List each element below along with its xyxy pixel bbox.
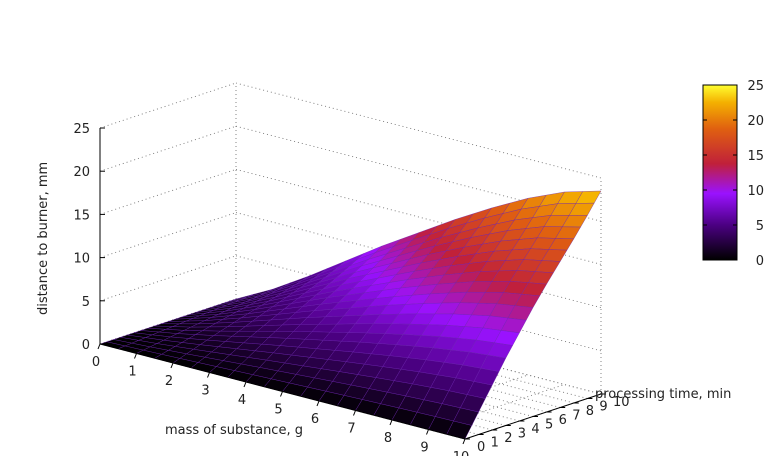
x-tick-label: 9 bbox=[420, 441, 428, 456]
x-tick bbox=[462, 438, 466, 445]
x-tick bbox=[170, 362, 174, 369]
x-tick bbox=[134, 353, 137, 359]
wall-gridline bbox=[99, 125, 237, 172]
wall-gridline bbox=[99, 212, 237, 259]
x-axis-label: mass of substance, g bbox=[165, 423, 303, 438]
wall-gridline bbox=[235, 168, 602, 265]
y-tick-label: 1 bbox=[491, 436, 499, 451]
colorbar: 0 5 10 15 20 25 bbox=[702, 79, 764, 269]
colorbar-tick-label: 25 bbox=[747, 79, 764, 94]
colorbar-tick-label: 10 bbox=[747, 184, 764, 199]
y-tick-label: 10 bbox=[613, 395, 630, 410]
wall-gridline bbox=[99, 255, 237, 302]
x-tick bbox=[97, 343, 101, 350]
y-tick-label: 7 bbox=[572, 409, 580, 424]
y-tick-label: 8 bbox=[586, 404, 594, 419]
colorbar-tick-label: 5 bbox=[756, 219, 764, 234]
y-tick-label: 3 bbox=[518, 427, 526, 442]
wall-gridline bbox=[99, 82, 237, 129]
colorbar-tick-label: 15 bbox=[747, 149, 764, 164]
y-tick-label: 5 bbox=[545, 418, 553, 433]
x-tick-label: 1 bbox=[128, 365, 136, 380]
wall-gridline bbox=[99, 168, 237, 215]
colorbar-tick-label: 0 bbox=[756, 254, 764, 269]
z-axis-label: distance to burner, mm bbox=[36, 162, 51, 315]
x-tick bbox=[353, 410, 356, 416]
y-tick-label: 9 bbox=[599, 400, 607, 415]
x-tick bbox=[280, 391, 283, 397]
x-tick-label: 7 bbox=[347, 422, 355, 437]
x-tick-label: 8 bbox=[384, 431, 392, 446]
x-tick bbox=[389, 419, 393, 426]
z-tick-label: 25 bbox=[73, 122, 90, 137]
x-tick-label: 4 bbox=[238, 393, 246, 408]
x-tick-label: 2 bbox=[165, 374, 173, 389]
x-tick-label: 10 bbox=[453, 450, 470, 456]
z-tick-label: 15 bbox=[73, 208, 90, 223]
z-tick-label: 0 bbox=[82, 338, 90, 353]
z-tick-label: 5 bbox=[82, 295, 90, 310]
x-tick bbox=[316, 400, 320, 407]
y-tick-label: 0 bbox=[477, 440, 485, 455]
x-tick bbox=[243, 381, 247, 388]
x-tick bbox=[207, 372, 210, 378]
x-tick-label: 3 bbox=[201, 384, 209, 399]
x-tick-label: 6 bbox=[311, 412, 319, 427]
wall-gridline bbox=[235, 82, 602, 179]
x-tick-label: 5 bbox=[274, 403, 282, 418]
x-tick-label: 0 bbox=[92, 355, 100, 370]
y-tick-label: 2 bbox=[504, 431, 512, 446]
axes: 0123456789100123456789100510152025 bbox=[73, 122, 629, 456]
x-tick bbox=[426, 429, 429, 435]
z-tick-label: 20 bbox=[73, 165, 90, 180]
colorbar-scale bbox=[702, 84, 738, 261]
wall-gridline bbox=[235, 125, 602, 222]
colorbar-tick-label: 20 bbox=[747, 114, 764, 129]
y-axis-label: processing time, min bbox=[595, 387, 731, 402]
y-tick-label: 6 bbox=[559, 413, 567, 428]
z-tick-label: 10 bbox=[73, 252, 90, 267]
y-tick-label: 4 bbox=[531, 422, 539, 437]
surface bbox=[99, 190, 602, 440]
